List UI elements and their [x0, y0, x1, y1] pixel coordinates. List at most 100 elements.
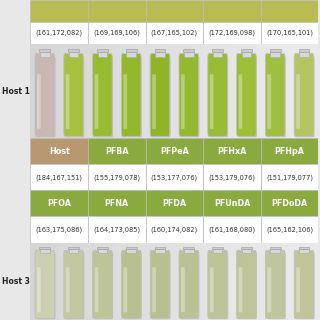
Bar	[126, 249, 136, 253]
Bar	[146, 216, 203, 243]
Bar	[146, 138, 203, 164]
Bar	[184, 249, 194, 253]
Bar	[40, 52, 50, 57]
Bar	[88, 22, 146, 44]
Bar	[241, 247, 252, 249]
Text: (161,172,082): (161,172,082)	[36, 30, 83, 36]
FancyBboxPatch shape	[179, 53, 199, 136]
Bar	[299, 249, 309, 253]
FancyBboxPatch shape	[209, 252, 228, 319]
Text: Host: Host	[49, 147, 69, 156]
FancyBboxPatch shape	[296, 252, 315, 319]
FancyBboxPatch shape	[294, 53, 314, 136]
FancyBboxPatch shape	[152, 74, 156, 129]
Bar	[203, 138, 261, 164]
Bar	[146, 0, 203, 22]
FancyBboxPatch shape	[65, 56, 84, 137]
Text: (153,177,076): (153,177,076)	[151, 174, 198, 180]
FancyBboxPatch shape	[64, 53, 84, 136]
Bar	[30, 0, 88, 22]
FancyBboxPatch shape	[95, 74, 98, 129]
Bar	[184, 52, 194, 57]
Bar	[203, 22, 261, 44]
Bar	[203, 216, 261, 243]
Bar	[69, 52, 78, 57]
Text: (170,165,101): (170,165,101)	[266, 30, 313, 36]
Text: (155,179,078): (155,179,078)	[93, 174, 140, 180]
Bar	[299, 49, 309, 52]
FancyBboxPatch shape	[296, 267, 300, 312]
FancyBboxPatch shape	[123, 252, 142, 319]
Bar	[270, 49, 281, 52]
Bar	[261, 0, 318, 22]
FancyBboxPatch shape	[121, 53, 141, 136]
Bar	[270, 52, 280, 57]
FancyBboxPatch shape	[209, 56, 228, 137]
Text: Host 3: Host 3	[2, 277, 29, 286]
Bar	[30, 164, 88, 190]
Bar	[270, 249, 280, 253]
Bar	[242, 52, 251, 57]
Bar	[30, 216, 88, 243]
FancyBboxPatch shape	[121, 250, 141, 318]
Bar	[155, 247, 165, 249]
FancyBboxPatch shape	[208, 53, 228, 136]
Text: PFPeA: PFPeA	[160, 147, 189, 156]
FancyBboxPatch shape	[294, 250, 314, 318]
FancyBboxPatch shape	[210, 74, 213, 129]
Bar	[213, 249, 222, 253]
FancyBboxPatch shape	[124, 74, 127, 129]
FancyBboxPatch shape	[181, 267, 185, 312]
Text: PFDoDA: PFDoDA	[271, 199, 308, 208]
Bar	[183, 49, 194, 52]
Bar	[213, 52, 222, 57]
Bar	[203, 190, 261, 216]
Bar	[146, 164, 203, 190]
FancyBboxPatch shape	[37, 267, 41, 312]
Text: (160,174,082): (160,174,082)	[151, 226, 198, 233]
FancyBboxPatch shape	[66, 267, 69, 312]
Text: PFBA: PFBA	[105, 147, 129, 156]
Bar	[270, 247, 281, 249]
FancyBboxPatch shape	[238, 252, 257, 319]
Bar	[88, 164, 146, 190]
FancyBboxPatch shape	[64, 250, 84, 318]
FancyBboxPatch shape	[268, 74, 271, 129]
FancyBboxPatch shape	[181, 74, 185, 129]
Bar	[126, 49, 137, 52]
Bar	[261, 190, 318, 216]
Text: (165,162,106): (165,162,106)	[266, 226, 313, 233]
FancyBboxPatch shape	[208, 250, 228, 318]
Bar	[155, 52, 165, 57]
FancyBboxPatch shape	[236, 53, 256, 136]
FancyBboxPatch shape	[36, 56, 55, 137]
Text: PFOA: PFOA	[47, 199, 71, 208]
Text: (151,179,077): (151,179,077)	[266, 174, 313, 180]
FancyBboxPatch shape	[35, 250, 55, 318]
Text: (164,173,085): (164,173,085)	[93, 226, 140, 233]
Bar	[30, 138, 88, 164]
Bar	[242, 249, 251, 253]
Text: (184,167,151): (184,167,151)	[36, 174, 83, 180]
Text: (153,179,076): (153,179,076)	[209, 174, 255, 180]
FancyBboxPatch shape	[95, 267, 98, 312]
Text: (163,175,086): (163,175,086)	[36, 226, 83, 233]
Bar	[155, 49, 165, 52]
Text: PFHpA: PFHpA	[275, 147, 305, 156]
FancyBboxPatch shape	[66, 74, 69, 129]
Bar	[39, 247, 50, 249]
FancyBboxPatch shape	[152, 56, 171, 137]
FancyBboxPatch shape	[92, 250, 112, 318]
Bar	[98, 52, 107, 57]
FancyBboxPatch shape	[179, 250, 199, 318]
FancyBboxPatch shape	[268, 267, 271, 312]
FancyBboxPatch shape	[210, 267, 213, 312]
FancyBboxPatch shape	[239, 267, 242, 312]
Bar	[69, 249, 78, 253]
FancyBboxPatch shape	[150, 250, 170, 318]
Bar	[126, 52, 136, 57]
FancyBboxPatch shape	[265, 53, 285, 136]
Bar	[261, 216, 318, 243]
FancyBboxPatch shape	[267, 56, 286, 137]
FancyBboxPatch shape	[35, 53, 55, 136]
